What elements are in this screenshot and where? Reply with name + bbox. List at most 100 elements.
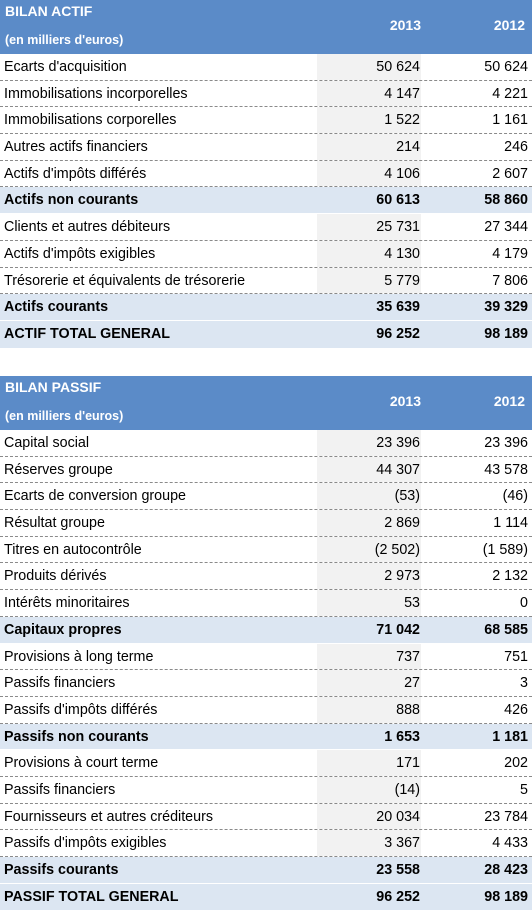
- cell-2013: 35 639: [376, 299, 420, 316]
- row-label: Passifs non courants: [4, 728, 149, 745]
- cell-2013: 3 367: [384, 835, 420, 852]
- row-label: Provisions à court terme: [4, 755, 159, 772]
- row-label: Ecarts de conversion groupe: [4, 488, 186, 505]
- cell-2012: 4 433: [492, 835, 528, 852]
- cell-2013: 50 624: [376, 59, 420, 75]
- cell-2012: 2 607: [492, 165, 528, 182]
- table-row: Actifs d'impôts exigibles 4 130 4 179: [0, 240, 532, 268]
- row-label: Clients et autres débiteurs: [4, 219, 171, 236]
- cell-2013-bg: 50 624: [317, 54, 421, 80]
- row-label: Passifs financiers: [4, 675, 116, 692]
- cell-2012: 1 181: [492, 728, 528, 745]
- cell-2013: 96 252: [376, 888, 420, 905]
- cell-2013-bg: 4 147: [317, 80, 421, 107]
- bilan-actif-subtitle: (en milliers d'euros): [5, 33, 124, 47]
- cell-2012: 23 784: [484, 808, 528, 825]
- cell-2012: (46): [502, 488, 528, 505]
- table-row: Titres en autocontrôle (2 502) (1 589): [0, 536, 532, 564]
- cell-2012: 58 860: [484, 192, 528, 209]
- bilan-passif-title: BILAN PASSIF: [5, 379, 102, 395]
- cell-2013: 20 034: [376, 808, 420, 825]
- bilan-actif-year-2012: 2012: [493, 17, 525, 33]
- cell-2013-bg: 5 779: [317, 267, 421, 294]
- cell-2013: 5 779: [384, 272, 420, 289]
- table-row: Provisions à court terme 171 202: [0, 750, 532, 777]
- cell-2012: 0: [520, 595, 528, 612]
- bilan-passif-year-2012: 2012: [493, 393, 525, 409]
- cell-2013: 23 558: [376, 862, 420, 878]
- cell-2012: 43 578: [484, 461, 528, 478]
- table-row: Provisions à long terme 737 751: [0, 643, 532, 671]
- cell-2013-bg: 53: [317, 590, 421, 616]
- cell-2012: 426: [504, 701, 528, 718]
- cell-2013: 53: [404, 595, 420, 612]
- bilan-passif-rows: Capital social 23 396 23 396 Réserves group…: [0, 430, 532, 911]
- cell-2013-bg: 23 396: [317, 430, 421, 456]
- cell-2013-bg: 96 252: [317, 884, 421, 911]
- cell-2013-bg: 27: [317, 670, 421, 696]
- cell-2013: 1 522: [384, 112, 420, 129]
- table-row: Passifs financiers 27 3: [0, 670, 532, 697]
- row-label: Actifs d'impôts exigibles: [4, 245, 156, 262]
- row-label: Autres actifs financiers: [4, 139, 148, 156]
- cell-2013: 737: [396, 648, 420, 665]
- cell-2013-bg: 171: [317, 750, 421, 776]
- cell-2012: 7 806: [492, 272, 528, 289]
- cell-2013: 2 973: [384, 568, 420, 585]
- subtotal-row: Passifs courants 23 558 28 423: [0, 857, 532, 884]
- row-label: Réserves groupe: [4, 461, 113, 478]
- cell-2013-bg: (14): [317, 776, 421, 803]
- cell-2012: 23 396: [484, 435, 528, 451]
- row-label: PASSIF TOTAL GENERAL: [4, 888, 179, 905]
- bilan-passif-header: BILAN PASSIF (en milliers d'euros) 2013 …: [0, 376, 532, 430]
- bilan-actif-title: BILAN ACTIF: [5, 3, 93, 19]
- cell-2012: 202: [504, 755, 528, 772]
- table-row: Actifs d'impôts différés 4 106 2 607: [0, 160, 532, 188]
- cell-2013-bg: 3 367: [317, 830, 421, 856]
- row-label: Fournisseurs et autres créditeurs: [4, 808, 213, 825]
- row-label: Résultat groupe: [4, 515, 105, 532]
- cell-2013: 4 106: [384, 165, 420, 182]
- row-label: Actifs non courants: [4, 192, 139, 209]
- cell-2013: 4 147: [384, 85, 420, 102]
- cell-2013-bg: 96 252: [317, 321, 421, 348]
- cell-2013-bg: 2 869: [317, 510, 421, 536]
- row-label: Actifs d'impôts différés: [4, 165, 147, 182]
- row-label: Immobilisations incorporelles: [4, 85, 188, 102]
- cell-2012: 4 179: [492, 245, 528, 262]
- row-label: Trésorerie et équivalents de trésorerie: [4, 272, 246, 289]
- cell-2012: 68 585: [484, 621, 528, 638]
- table-row: Trésorerie et équivalents de trésorerie 5…: [0, 267, 532, 295]
- row-label: Ecarts d'acquisition: [4, 59, 127, 75]
- table-row: Ecarts de conversion groupe (53) (46): [0, 483, 532, 511]
- cell-2013: 96 252: [376, 325, 420, 342]
- subtotal-row: Passifs non courants 1 653 1 181: [0, 723, 532, 751]
- cell-2013-bg: (53): [317, 483, 421, 510]
- cell-2013: 60 613: [376, 192, 420, 209]
- table-row: Passifs d'impôts différés 888 426: [0, 696, 532, 724]
- cell-2013-bg: 888: [317, 696, 421, 723]
- cell-2012: 98 189: [484, 888, 528, 905]
- table-row: Réserves groupe 44 307 43 578: [0, 456, 532, 484]
- row-label: Passifs d'impôts exigibles: [4, 835, 167, 852]
- cell-2012: 1 161: [492, 112, 528, 129]
- bilan-actif-rows: Ecarts d'acquisition 50 624 50 624 Immobili…: [0, 54, 532, 348]
- total-row: PASSIF TOTAL GENERAL 96 252 98 189: [0, 883, 532, 911]
- row-label: Produits dérivés: [4, 568, 107, 585]
- table-row: Autres actifs financiers 214 246: [0, 134, 532, 161]
- bilan-passif-subtitle: (en milliers d'euros): [5, 409, 124, 423]
- cell-2013-bg: 20 034: [317, 803, 421, 830]
- cell-2012: 246: [504, 139, 528, 156]
- cell-2013-bg: 60 613: [317, 187, 421, 213]
- subtotal-row: Capitaux propres 71 042 68 585: [0, 616, 532, 644]
- bilan-actif-header: BILAN ACTIF (en milliers d'euros) 2013 2…: [0, 0, 532, 54]
- cell-2013-bg: 2 973: [317, 563, 421, 590]
- cell-2013-bg: 35 639: [317, 294, 421, 320]
- table-row: Résultat groupe 2 869 1 114: [0, 510, 532, 537]
- cell-2013: 25 731: [376, 219, 420, 236]
- cell-2013: 4 130: [384, 245, 420, 262]
- cell-2013-bg: 71 042: [317, 617, 421, 643]
- row-label: Provisions à long terme: [4, 648, 154, 665]
- table-row: Immobilisations corporelles 1 522 1 161: [0, 107, 532, 135]
- cell-2012: 98 189: [484, 325, 528, 342]
